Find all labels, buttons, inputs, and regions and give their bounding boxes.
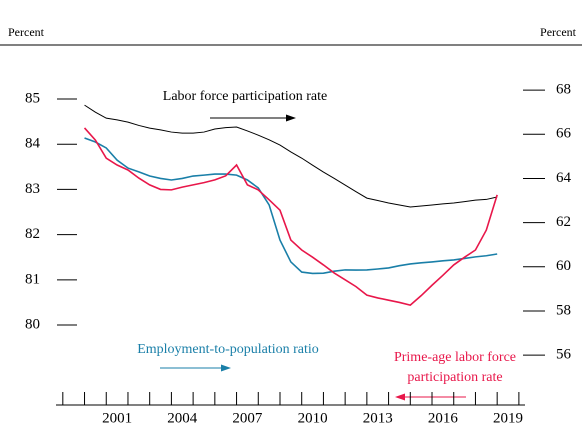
arrow-head bbox=[395, 393, 405, 401]
y-tick-label: 80 bbox=[25, 316, 40, 332]
annotation: participation rate bbox=[407, 370, 502, 385]
y2-tick-label: 62 bbox=[556, 214, 571, 230]
y2-tick-label: 58 bbox=[556, 302, 571, 318]
y-tick-label: 81 bbox=[25, 271, 40, 287]
annotation: Employment-to-population ratio bbox=[137, 342, 319, 357]
y-tick-label: 82 bbox=[25, 226, 40, 242]
annotation: Prime-age labor force bbox=[394, 350, 516, 365]
y2-tick-label: 68 bbox=[556, 82, 571, 98]
series-line bbox=[84, 137, 498, 275]
x-tick-label: 2019 bbox=[493, 410, 523, 426]
y2-tick-label: 60 bbox=[556, 258, 571, 274]
annotation: Labor force participation rate bbox=[163, 89, 327, 104]
x-tick-label: 2007 bbox=[232, 410, 263, 426]
y-tick-label: 84 bbox=[25, 136, 41, 152]
y-tick-label: 83 bbox=[25, 181, 40, 197]
y-tick-label: 85 bbox=[25, 90, 40, 106]
y2-tick-label: 64 bbox=[556, 170, 572, 186]
series-line bbox=[84, 104, 498, 208]
arrow-head bbox=[221, 364, 231, 372]
x-tick-label: 2001 bbox=[102, 410, 132, 426]
x-tick-label: 2004 bbox=[167, 410, 198, 426]
y2-tick-label: 66 bbox=[556, 126, 572, 142]
series-line bbox=[83, 127, 498, 307]
x-tick-label: 2013 bbox=[363, 410, 393, 426]
y2-tick-label: 56 bbox=[556, 347, 572, 363]
arrow-head bbox=[286, 114, 296, 122]
y-axis-label: Percent bbox=[8, 25, 45, 39]
y2-axis-label: Percent bbox=[540, 25, 577, 39]
x-tick-label: 2016 bbox=[428, 410, 459, 426]
x-tick-label: 2010 bbox=[298, 410, 328, 426]
